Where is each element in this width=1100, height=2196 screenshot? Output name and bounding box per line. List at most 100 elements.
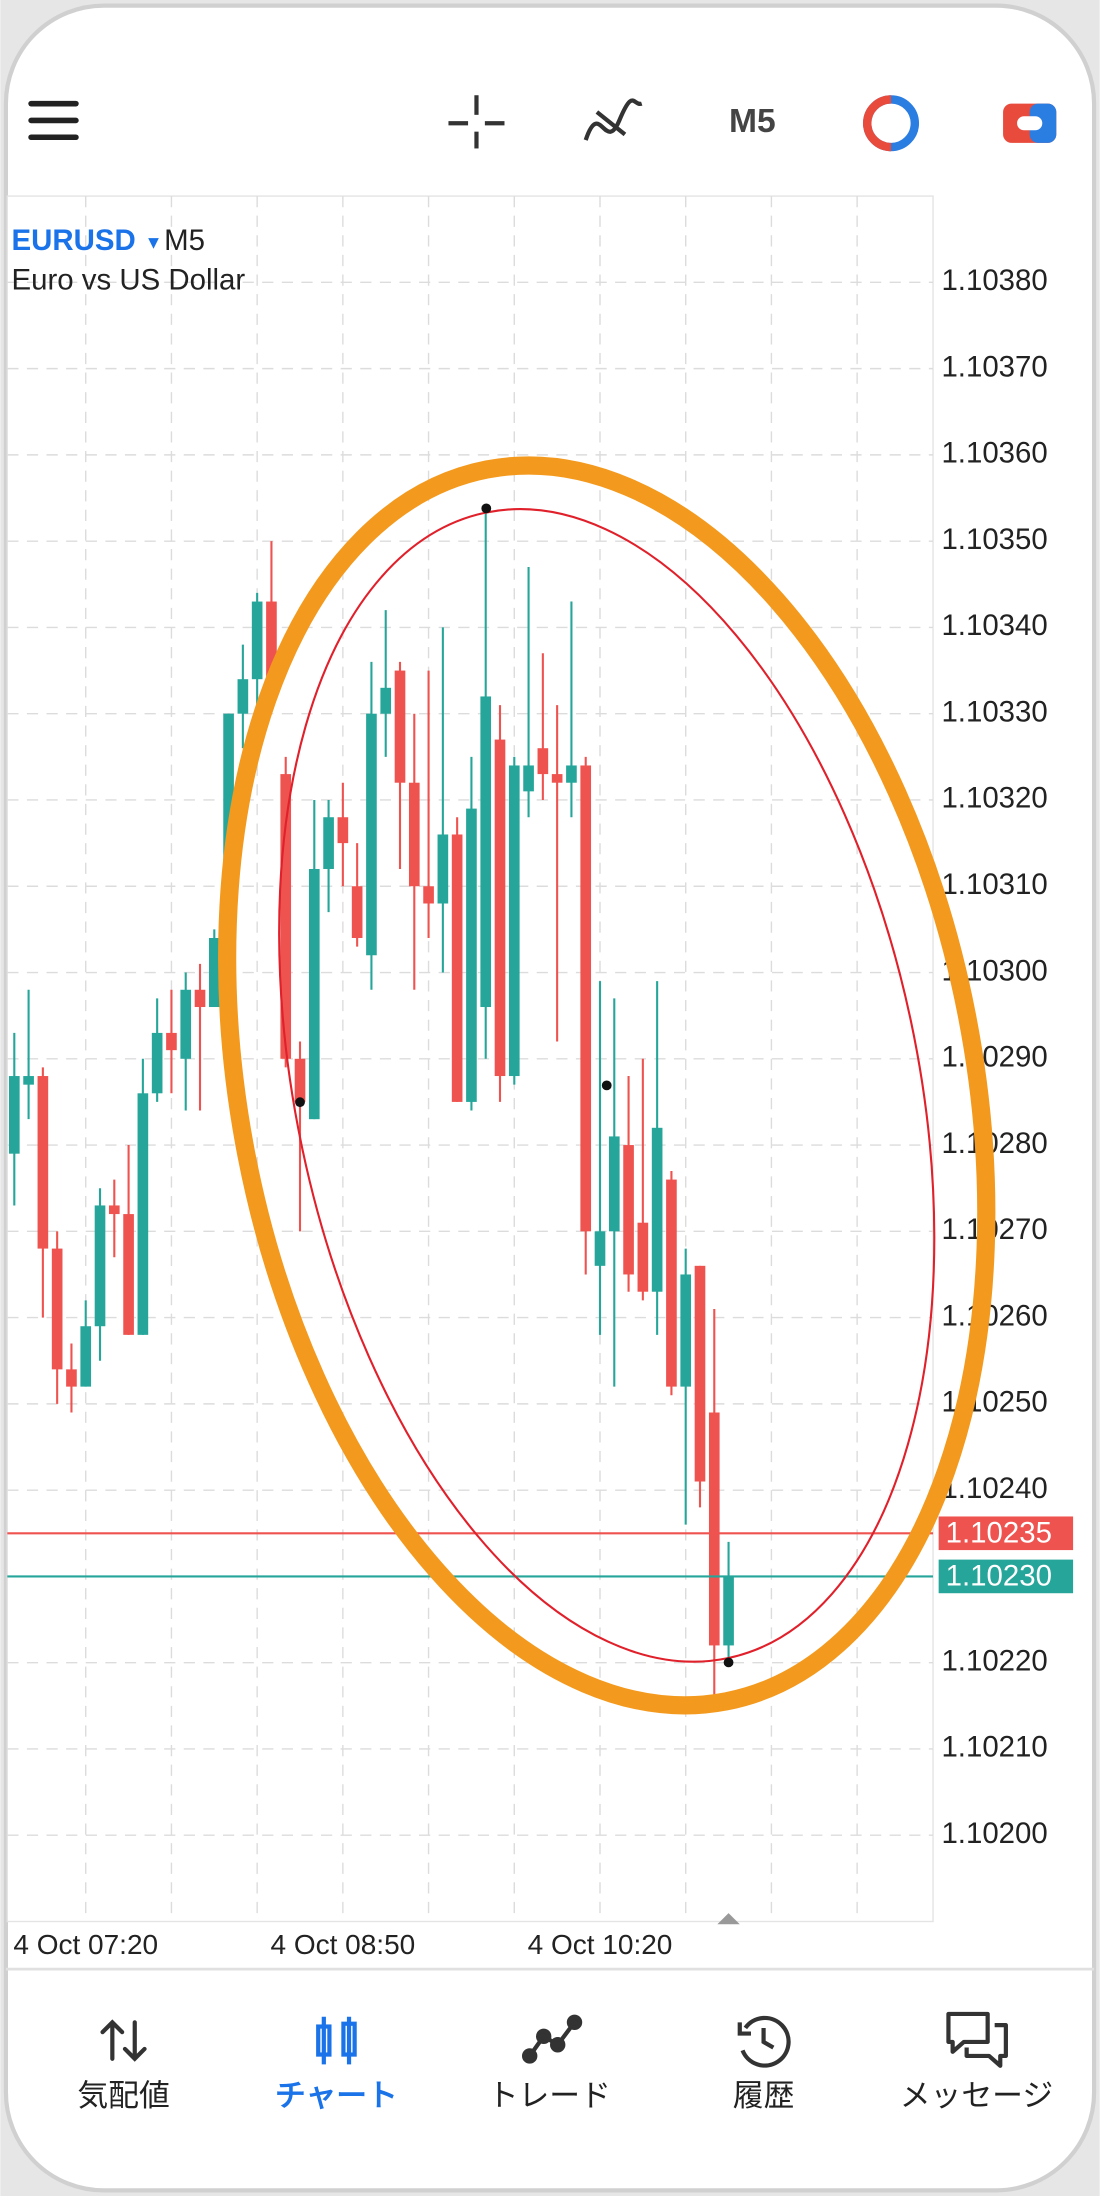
candle-body [23, 1076, 34, 1085]
candle-body [423, 886, 434, 904]
ask-label: 1.10235 [946, 1516, 1052, 1549]
candle-body [37, 1076, 49, 1249]
candle-body [451, 834, 463, 1102]
ellipse-handle [723, 1657, 734, 1668]
candle-body [551, 774, 563, 783]
y-tick-label: 1.10210 [941, 1731, 1047, 1764]
chart-icon [316, 2016, 357, 2065]
ask-label-box [938, 1516, 1074, 1551]
candle-body [123, 1214, 134, 1335]
candle-body [351, 886, 363, 939]
candle-body [280, 774, 292, 1059]
candle-body [108, 1205, 120, 1215]
candle-body [308, 868, 320, 1120]
y-tick-label: 1.10220 [941, 1644, 1047, 1677]
one-click-button[interactable] [863, 95, 920, 152]
nav-item[interactable]: トレード [488, 2078, 611, 2113]
history-icon [737, 2015, 791, 2068]
y-tick-label: 1.10260 [941, 1299, 1047, 1332]
timeframe-button[interactable]: M5 [729, 103, 776, 140]
candle-body [494, 739, 506, 1077]
candle-body [623, 1145, 634, 1275]
y-tick-label: 1.10380 [941, 264, 1047, 297]
message-icon [946, 2011, 1008, 2068]
y-tick-label: 1.10240 [941, 1472, 1047, 1505]
symbol-dropdown[interactable]: ▼ [145, 233, 163, 253]
candle-body [66, 1369, 77, 1387]
candle-body [51, 1248, 63, 1370]
bid-label-box [938, 1559, 1074, 1594]
candle-body [180, 989, 192, 1059]
candle-body [537, 748, 549, 775]
scroll-marker [717, 1913, 740, 1925]
candle-body [566, 765, 577, 783]
menu-button[interactable] [28, 100, 79, 141]
y-tick-label: 1.10290 [941, 1041, 1047, 1074]
chart-timeframe: M5 [164, 224, 205, 257]
y-tick-label: 1.10370 [941, 350, 1047, 383]
candle-body [323, 817, 334, 869]
nav-item[interactable]: 履歴 [733, 2078, 795, 2113]
candle-body [651, 1127, 663, 1292]
nav-item[interactable]: 気配値 [77, 2078, 169, 2113]
candle-body [694, 1265, 706, 1482]
ellipse-handle [295, 1097, 305, 1108]
candle-body [680, 1274, 692, 1387]
candle-body [666, 1179, 677, 1387]
nav-item[interactable]: チャート [275, 2078, 398, 2113]
candle-body [8, 1076, 20, 1154]
y-tick-label: 1.10320 [941, 782, 1047, 815]
candle-body [137, 1093, 149, 1335]
candle-body [194, 989, 206, 1008]
candle-body [80, 1326, 92, 1387]
candle-body [394, 670, 406, 783]
candle-body [608, 1136, 620, 1232]
candle-body [266, 601, 277, 688]
candle-body [637, 1222, 649, 1292]
candle-body [437, 834, 449, 904]
x-tick-label: 4 Oct 07:20 [13, 1929, 158, 1960]
x-tick-label: 4 Oct 10:20 [528, 1929, 673, 1960]
ellipse-handle [601, 1080, 612, 1091]
ellipse-handle [481, 503, 492, 514]
symbol[interactable]: EURUSD [12, 224, 136, 257]
bottom-nav: 気配値 チャート トレード 履歴 メッセージ [77, 2011, 1053, 2113]
candle-body [151, 1032, 163, 1094]
candle-body [237, 679, 249, 714]
nav-item[interactable]: メッセージ [900, 2078, 1053, 2113]
candle-body [294, 1058, 306, 1102]
trade-icon [521, 2014, 583, 2064]
trade-button[interactable] [1003, 103, 1057, 143]
y-tick-label: 1.10330 [941, 695, 1047, 728]
candle-body [466, 808, 477, 1102]
candle-body [408, 782, 420, 887]
indicator-button[interactable] [583, 98, 643, 141]
y-tick-label: 1.10340 [941, 609, 1047, 642]
chart: 1.10200 1.10210 1.10220 1.10230 1.10240 1.102… [6, 195, 1074, 1960]
x-tick-label: 4 Oct 08:50 [270, 1929, 415, 1960]
bid-label: 1.10230 [946, 1560, 1052, 1593]
quotes-icon [100, 2019, 147, 2062]
y-tick-label: 1.10360 [941, 437, 1047, 470]
candle-body [523, 765, 534, 792]
candle-body [366, 713, 377, 956]
y-tick-label: 1.10200 [941, 1817, 1047, 1850]
y-tick-label: 1.10350 [941, 523, 1047, 556]
candle-body [166, 1032, 177, 1051]
candle-body [208, 938, 220, 1008]
candle-body [480, 696, 492, 1008]
candle-body [723, 1576, 734, 1646]
candle-body [508, 765, 520, 1077]
symbol-description: Euro vs US Dollar [12, 263, 246, 296]
y-tick-label: 1.10280 [941, 1127, 1047, 1160]
toolbar: M5 [28, 95, 1057, 152]
highlight-ellipse [218, 456, 996, 1715]
y-tick-label: 1.10310 [941, 868, 1047, 901]
candle-body [580, 765, 592, 1232]
candle-body [251, 601, 263, 680]
crosshair-button[interactable] [448, 95, 505, 149]
candle-body [594, 1231, 606, 1266]
candle-body [708, 1412, 720, 1646]
